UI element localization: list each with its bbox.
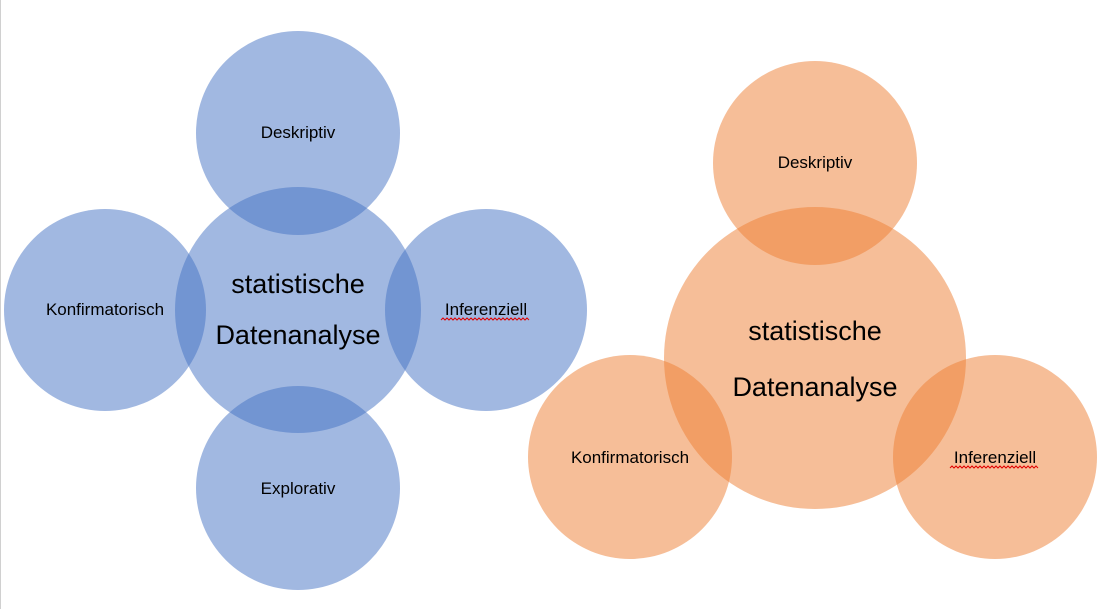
blue-left-label: Konfirmatorisch [46,300,164,319]
blue-left-circle[interactable] [4,209,206,411]
blue-top-circle[interactable] [196,31,400,235]
blue-right-label: Inferenziell [445,300,527,319]
orange-center-label-line2: Datenanalyse [732,372,897,402]
blue-center-label-line1: statistische [231,269,365,299]
blue-right-circle[interactable] [385,209,587,411]
blue-bottom-label: Explorativ [261,479,336,498]
orange-top-circle[interactable] [713,61,917,265]
orange-right-label: Inferenziell [954,448,1036,467]
orange-right-label-spellcheck-squiggle [949,465,1039,469]
blue-center-circle[interactable] [175,187,421,433]
page-edge-rule [0,0,1,609]
blue-center-label-line2: Datenanalyse [215,320,380,350]
orange-center-circle[interactable] [664,207,966,509]
blue-venn-diagram: statistische Datenanalyse Deskriptiv Kon… [4,31,587,590]
orange-top-label: Deskriptiv [778,153,853,172]
blue-right-label-spellcheck-squiggle [440,317,530,321]
orange-venn-diagram: statistische Datenanalyse Deskriptiv Kon… [528,61,1097,559]
blue-bottom-circle[interactable] [196,386,400,590]
blue-top-label: Deskriptiv [261,123,336,142]
orange-left-circle[interactable] [528,355,732,559]
orange-left-label: Konfirmatorisch [571,448,689,467]
orange-center-label-line1: statistische [748,316,882,346]
orange-right-circle[interactable] [893,355,1097,559]
